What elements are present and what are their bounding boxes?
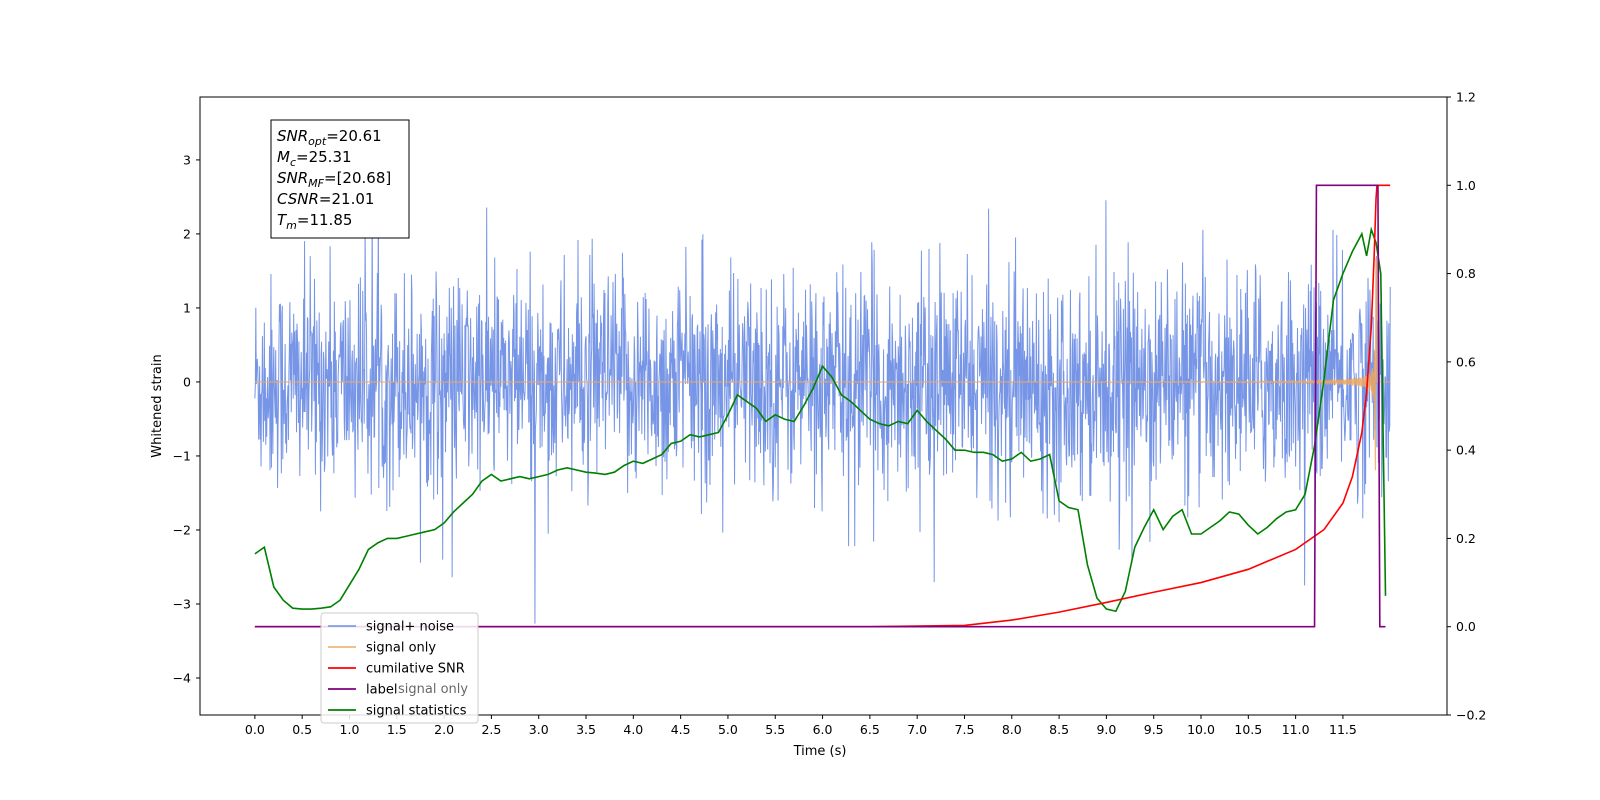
y2-tick-label: −0.2	[1456, 708, 1486, 723]
annotation-symbol: T	[277, 211, 288, 229]
x-axis-title: Time (s)	[793, 744, 847, 759]
x-tick-label: 2.5	[481, 722, 501, 737]
x-tick-label: 3.0	[529, 722, 549, 737]
x-tick-label: 9.0	[1096, 722, 1116, 737]
legend-entry: signal+ noise	[366, 620, 454, 635]
x-tick-label: 1.5	[387, 722, 407, 737]
y-tick-label: −4	[173, 670, 191, 685]
annotation-subscript: c	[290, 156, 296, 169]
annotation-line: CSNR=21.01	[277, 190, 374, 208]
annotation-symbol: SNR	[277, 169, 308, 187]
annotation-subscript: opt	[308, 135, 327, 148]
x-tick-label: 8.5	[1049, 722, 1069, 737]
x-tick-label: 9.5	[1144, 722, 1164, 737]
y2-tick-label: 0.8	[1456, 266, 1476, 281]
series-signal-statistics	[254, 226, 1387, 613]
legend-entry: label	[366, 683, 397, 698]
x-tick-label: 7.5	[955, 722, 975, 737]
series-signal-only	[254, 258, 1391, 471]
y-tick-label: 0	[183, 374, 191, 389]
annotation-frame	[270, 119, 410, 239]
plot-frame	[199, 96, 1448, 716]
legend: signal+ noise signal only cumilative SNR la…	[320, 612, 479, 724]
x-tick-label: 10.5	[1234, 722, 1262, 737]
annotation-line: Mc=25.31	[277, 148, 352, 169]
series-cumulative-snr	[254, 184, 1391, 628]
x-tick-label: 6.0	[813, 722, 833, 737]
x-tick-label: 8.0	[1002, 722, 1022, 737]
y2-tick-label: 0.4	[1456, 443, 1476, 458]
y-tick-label: −3	[173, 596, 191, 611]
annotation-value: =21.01	[319, 190, 375, 208]
annotation-line: SNRopt=20.61	[277, 127, 382, 148]
annotation-value: =20.61	[326, 127, 382, 145]
x-axis: 0.0 0.5 1.0 1.5 2.0 2.5 3.0 3.5 4.0 4.5 5.0 5.5 6.0 6…	[245, 715, 1357, 737]
y-axis-left: 3 2 1 0 −1 −2 −3 −4	[173, 152, 200, 685]
x-tick-label: 5.0	[718, 722, 738, 737]
annotation-value: =[20.68]	[324, 169, 391, 187]
y-axis-title: Whitened strain	[150, 354, 165, 457]
series-label	[254, 184, 1386, 628]
x-tick-label: 7.0	[907, 722, 927, 737]
x-tick-label: 1.0	[340, 722, 360, 737]
x-tick-label: 0.0	[245, 722, 265, 737]
annotation-line: Tm=11.85	[277, 211, 352, 232]
legend-entry-ghost: signal only	[398, 682, 468, 697]
annotation-subscript: m	[286, 219, 297, 232]
series-signal-noise	[254, 179, 1391, 624]
y2-tick-label: 0.6	[1456, 354, 1476, 369]
x-tick-label: 4.5	[671, 722, 691, 737]
y2-tick-label: 1.2	[1456, 90, 1476, 105]
x-tick-label: 4.0	[623, 722, 643, 737]
x-tick-label: 10.0	[1187, 722, 1215, 737]
x-tick-label: 2.0	[434, 722, 454, 737]
annotation-symbol: CSNR	[277, 190, 319, 208]
y2-tick-label: 0.2	[1456, 531, 1476, 546]
y-tick-label: 2	[183, 226, 191, 241]
metrics-annotation-box: SNRopt=20.61Mc=25.31SNRMF=[20.68]CSNR=21…	[270, 119, 410, 239]
y-tick-label: −2	[173, 522, 191, 537]
y2-tick-label: 0.0	[1456, 619, 1476, 634]
x-tick-label: 0.5	[292, 722, 312, 737]
annotation-symbol: M	[277, 148, 290, 166]
annotation-value: =25.31	[296, 148, 352, 166]
annotation-line: SNRMF=[20.68]	[277, 169, 391, 190]
annotation-subscript: MF	[308, 177, 324, 190]
legend-entry: cumilative SNR	[366, 662, 465, 677]
y2-tick-label: 1.0	[1456, 178, 1476, 193]
series-layer	[254, 179, 1391, 628]
x-tick-label: 3.5	[576, 722, 596, 737]
y-tick-label: 3	[183, 152, 191, 167]
x-tick-label: 11.0	[1282, 722, 1310, 737]
y-axis-right: 1.2 1.0 0.8 0.6 0.4 0.2 0.0 −0.2	[1447, 90, 1486, 723]
annotation-symbol: SNR	[277, 127, 308, 145]
legend-entry: signal only	[366, 641, 436, 656]
legend-frame	[320, 612, 479, 724]
y-tick-label: 1	[183, 300, 191, 315]
y-tick-label: −1	[173, 448, 191, 463]
x-tick-label: 6.5	[860, 722, 880, 737]
legend-entry: signal statistics	[366, 704, 467, 719]
x-tick-label: 11.5	[1329, 722, 1357, 737]
annotation-value: =11.85	[297, 211, 353, 229]
x-tick-label: 5.5	[765, 722, 785, 737]
